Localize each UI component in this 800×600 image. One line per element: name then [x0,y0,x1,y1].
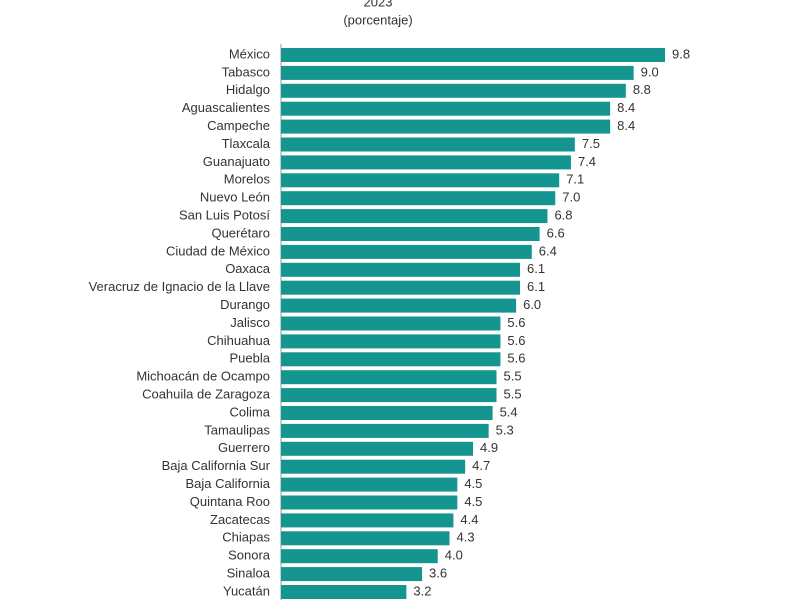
category-label: Tabasco [222,64,270,79]
bar [281,244,532,259]
category-label: Querétaro [211,225,270,240]
value-label: 4.5 [464,476,482,491]
bar [281,406,493,420]
value-label: 6.4 [539,243,557,258]
value-label: 7.5 [582,136,600,151]
bar [281,441,473,456]
category-label: Aguascalientes [182,100,271,115]
value-label: 3.6 [429,566,447,581]
value-label: 6.8 [554,208,572,223]
bar [281,567,423,582]
category-label: Zacatecas [210,512,270,527]
chart-title: 2023 [364,0,393,9]
category-label: Guanajuato [203,154,270,169]
value-label: 9.8 [672,46,690,61]
bar [281,83,626,98]
bar [281,531,450,546]
bar [281,513,454,528]
category-label: Oaxaca [225,261,271,276]
value-label: 5.6 [507,351,525,366]
bar [281,585,407,599]
category-label: Campeche [207,118,270,133]
bar [281,334,501,349]
bar [281,191,556,206]
category-label: Hidalgo [226,82,270,97]
bar [281,352,501,367]
category-label: Jalisco [230,315,270,330]
category-label: Baja California Sur [162,458,271,473]
bar [281,101,611,116]
category-label: Veracruz de Ignacio de la Llave [89,279,270,294]
bar [281,549,438,564]
category-label: San Luis Potosí [179,208,270,223]
category-label: Guerrero [218,440,270,455]
category-label: Durango [220,297,270,312]
category-label: Nuevo León [200,190,270,205]
value-label: 4.5 [464,494,482,509]
value-label: 5.3 [496,422,514,437]
bar [281,173,560,188]
category-label: Coahuila de Zaragoza [142,387,271,402]
bar [281,370,497,385]
value-label: 6.1 [527,279,545,294]
category-label: Morelos [224,172,271,187]
value-label: 4.9 [480,440,498,455]
category-label: Ciudad de México [166,243,270,258]
value-label: 9.0 [641,64,659,79]
bar [281,495,458,510]
value-label: 6.0 [523,297,541,312]
value-label: 8.4 [617,118,635,133]
value-label: 6.6 [547,225,565,240]
value-label: 5.5 [504,369,522,384]
value-label: 4.7 [472,458,490,473]
category-label: Chiapas [222,530,270,545]
category-label: Quintana Roo [190,494,270,509]
bar [281,262,521,277]
value-label: 3.2 [413,583,431,598]
bar [281,119,611,134]
bar [281,137,575,152]
value-label: 7.0 [562,190,580,205]
value-label: 5.6 [507,315,525,330]
bar [281,423,489,438]
bar [281,155,571,170]
bar [281,316,501,331]
value-label: 5.5 [504,387,522,402]
category-label: Puebla [230,351,271,366]
category-label: Tlaxcala [222,136,271,151]
category-label: Michoacán de Ocampo [136,369,270,384]
bar [281,477,458,492]
category-label: Chihuahua [207,333,271,348]
bar [281,209,548,224]
bar [281,65,634,80]
value-label: 6.1 [527,261,545,276]
value-label: 8.4 [617,100,635,115]
value-label: 7.4 [578,154,596,169]
category-label: Colima [230,404,271,419]
value-label: 4.0 [445,548,463,563]
value-label: 7.1 [566,172,584,187]
category-label: México [229,46,270,61]
bar [281,388,497,403]
category-label: Sonora [228,548,271,563]
bar [281,48,665,62]
category-label: Tamaulipas [204,422,270,437]
chart-subtitle: (porcentaje) [343,12,412,27]
value-label: 4.3 [456,530,474,545]
bar [281,227,540,241]
bar [281,459,466,474]
bar [281,280,521,295]
category-label: Yucatán [223,583,270,598]
category-label: Baja California [185,476,270,491]
value-label: 5.4 [500,404,518,419]
bar [281,298,517,313]
category-label: Sinaloa [227,566,271,581]
value-label: 8.8 [633,82,651,97]
value-label: 4.4 [460,512,478,527]
value-label: 5.6 [507,333,525,348]
